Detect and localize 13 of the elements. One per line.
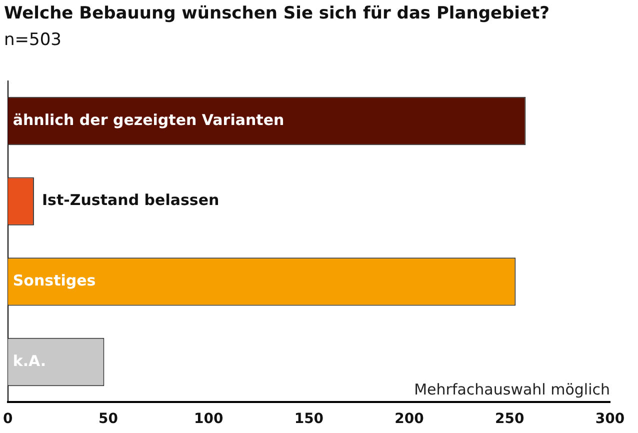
x-tick-label: 50	[98, 411, 118, 428]
y-tick-label: Sonstiges	[12, 272, 96, 290]
y-tick-label: ähnlich der gezeigten Varianten	[12, 110, 284, 129]
y-tick-label: Ist-Zustand belassen	[42, 191, 220, 210]
chart-subtitle: n=503	[4, 30, 62, 50]
x-tick-label: 0	[2, 411, 13, 428]
annotation: Mehrfachauswahl möglich	[414, 380, 610, 399]
x-tick-label: 100	[194, 411, 224, 428]
chart-title: Welche Bebauung wünschen Sie sich für das Plangebiet?	[4, 4, 550, 24]
x-tick-label: 250	[495, 411, 525, 428]
x-tick-label: 150	[294, 411, 324, 428]
x-tick-label: 200	[394, 411, 424, 428]
x-tick-label: 300	[595, 411, 625, 428]
